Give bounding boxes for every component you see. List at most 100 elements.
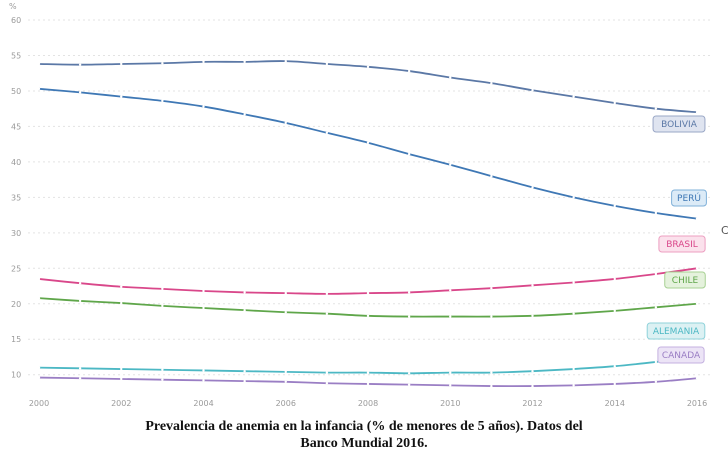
data-point <box>161 304 164 308</box>
data-point <box>284 121 287 125</box>
data-point <box>490 315 493 318</box>
y-tick-label: 60 <box>11 16 21 25</box>
data-point <box>572 281 575 284</box>
data-point <box>572 312 575 315</box>
y-tick-label: 15 <box>11 335 21 344</box>
data-point <box>531 89 534 92</box>
series-line-bolivia <box>38 60 698 114</box>
data-point <box>654 272 658 276</box>
x-tick-label: 2002 <box>111 399 131 408</box>
series-label-box <box>657 346 705 364</box>
x-tick-label: 2012 <box>522 399 542 408</box>
series-label-text: ALEMANIA <box>653 327 700 337</box>
data-point <box>407 315 411 318</box>
x-tick-label: 2014 <box>605 399 625 408</box>
data-point <box>654 306 658 309</box>
y-axis-unit-label: % <box>9 2 17 11</box>
series-label-text: CHILE <box>672 276 699 286</box>
data-point <box>120 95 123 98</box>
data-point <box>572 367 575 371</box>
data-point <box>243 379 246 383</box>
data-point <box>284 311 287 314</box>
data-point <box>531 314 534 318</box>
data-point <box>366 291 370 295</box>
data-point <box>613 309 616 313</box>
data-point <box>202 379 205 382</box>
data-point <box>572 95 575 98</box>
series-label-box <box>658 235 706 253</box>
data-point <box>120 62 123 66</box>
data-point <box>37 296 41 300</box>
y-tick-label: 50 <box>11 87 21 96</box>
series-label-box <box>671 189 707 207</box>
series-label-canada: CANADA <box>657 346 705 364</box>
data-point <box>695 111 699 114</box>
data-point <box>202 369 205 372</box>
series-label-text: PERÚ <box>677 192 701 204</box>
data-point <box>243 113 246 116</box>
data-point <box>407 372 411 375</box>
data-point <box>325 62 329 66</box>
data-point <box>654 107 658 110</box>
x-tick-label: 2010 <box>440 399 460 408</box>
series-lines <box>37 59 699 388</box>
data-point <box>243 291 246 294</box>
data-point <box>37 87 41 91</box>
series-label-bolivia: BOLIVIA <box>652 115 706 133</box>
y-axis-ticks: 10 15 20 25 30 35 40 45 50 55 60 <box>11 16 21 380</box>
data-point <box>325 131 329 134</box>
edge-glyph: C <box>721 224 728 236</box>
series-label-box <box>664 271 706 289</box>
series-label-chile: CHILE <box>664 271 706 289</box>
data-point <box>654 360 658 364</box>
data-point <box>366 382 370 386</box>
data-point <box>490 371 493 374</box>
data-point <box>366 141 370 144</box>
data-point <box>284 291 287 295</box>
data-point <box>78 91 82 94</box>
data-point <box>531 384 534 388</box>
data-point <box>202 105 205 108</box>
data-point <box>325 312 329 315</box>
data-point <box>202 60 205 64</box>
data-point <box>120 377 123 381</box>
data-point <box>78 63 82 66</box>
data-point <box>654 211 658 215</box>
data-point <box>202 289 205 293</box>
data-point <box>407 291 411 294</box>
data-point <box>325 382 329 385</box>
data-point <box>37 62 41 66</box>
data-point <box>613 382 616 386</box>
data-point <box>202 306 205 310</box>
data-point <box>37 277 41 281</box>
data-point <box>325 371 329 374</box>
x-tick-label: 2004 <box>193 399 213 408</box>
data-point <box>407 383 411 386</box>
data-point <box>284 380 287 384</box>
data-point <box>572 384 575 387</box>
series-label-alemania: ALEMANIA <box>646 322 706 340</box>
x-axis-ticks: 2000 2002 2004 2006 2008 2010 2012 2014 2016 <box>29 399 707 408</box>
data-point <box>366 65 370 69</box>
caption-text: Prevalencia de anemia en la infancia (% … <box>145 419 583 451</box>
data-point <box>449 384 452 387</box>
data-point <box>695 267 699 270</box>
data-point <box>407 152 411 156</box>
y-tick-label: 10 <box>11 371 21 380</box>
data-point <box>37 376 41 379</box>
data-point <box>613 365 616 368</box>
data-point <box>161 378 164 381</box>
series-label-text: CANADA <box>662 351 701 361</box>
series-label-text: BRASIL <box>666 240 698 250</box>
x-tick-label: 2016 <box>687 399 707 408</box>
data-point <box>120 301 123 305</box>
data-point <box>120 285 123 288</box>
y-tick-label: 30 <box>11 229 21 238</box>
data-point <box>695 302 699 305</box>
series-line-perú <box>38 87 698 220</box>
series-labels: BOLIVIA PERÚ BRASIL CHILE ALEMANIA CANADA <box>646 115 707 364</box>
data-point <box>490 81 493 85</box>
data-point <box>78 282 82 285</box>
data-point <box>449 289 452 292</box>
